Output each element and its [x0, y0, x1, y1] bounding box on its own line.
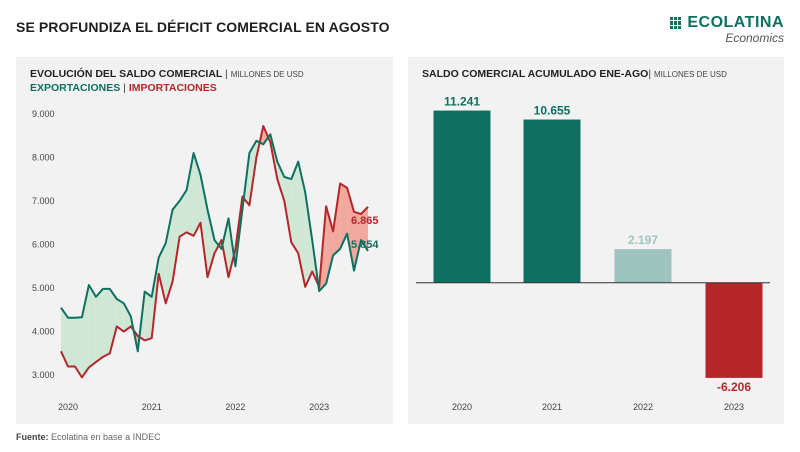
- y-tick-label: 7.000: [32, 196, 55, 206]
- surplus-area: [102, 288, 110, 357]
- surplus-area: [222, 218, 229, 278]
- logo-grid-icon: [670, 17, 682, 29]
- line-chart-title: EVOLUCIÓN DEL SALDO COMERCIAL | MILLONES…: [30, 68, 304, 80]
- bar-chart-units: MILLONES DE USD: [654, 70, 727, 79]
- y-tick-label: 4.000: [32, 327, 55, 337]
- surplus-area: [200, 174, 208, 278]
- surplus-area: [193, 153, 201, 236]
- page-title: SE PROFUNDIZA EL DÉFICIT COMERCIAL EN AG…: [16, 19, 390, 35]
- y-tick-label: 6.000: [32, 240, 55, 250]
- surplus-area: [179, 190, 187, 237]
- source-note: Fuente: Ecolatina en base a INDEC: [16, 432, 161, 442]
- import-end-label: 6.865: [351, 215, 379, 227]
- bar-chart-title: SALDO COMERCIAL ACUMULADO ENE-AGO| MILLO…: [422, 68, 727, 80]
- bar: [523, 119, 581, 283]
- surplus-area: [81, 285, 89, 378]
- surplus-area: [123, 303, 131, 332]
- surplus-area: [88, 285, 96, 368]
- surplus-area: [144, 291, 152, 341]
- surplus-area: [305, 192, 313, 287]
- logo-subtitle: Economics: [725, 31, 784, 45]
- y-tick-label: 9.000: [32, 109, 55, 119]
- surplus-area: [158, 243, 166, 304]
- bar-chart: 11.241 2020 10.655 2021 2.197 2022 -6.206 2023: [416, 95, 770, 412]
- legend-exportaciones: EXPORTACIONES: [30, 82, 121, 94]
- surplus-area: [298, 161, 306, 287]
- deficit-area: [361, 206, 368, 251]
- bar-value-label: -6.206: [717, 380, 751, 394]
- legend-importaciones: IMPORTACIONES: [128, 82, 217, 94]
- line-chart-panel: EVOLUCIÓN DEL SALDO COMERCIAL | MILLONES…: [16, 57, 393, 424]
- bar: [614, 249, 672, 283]
- x-tick-label: 2022: [633, 402, 653, 412]
- surplus-area: [186, 153, 194, 236]
- deficit-area: [354, 211, 361, 271]
- series-line: [60, 133, 369, 353]
- bar: [705, 282, 763, 378]
- surplus-area: [61, 307, 68, 367]
- x-tick-label: 2021: [142, 402, 162, 412]
- surplus-area: [207, 209, 215, 278]
- y-tick-label: 5.000: [32, 283, 55, 293]
- bar-value-label: 10.655: [534, 104, 571, 118]
- surplus-area: [109, 288, 117, 354]
- deficit-area: [340, 183, 348, 249]
- surplus-area: [291, 161, 299, 254]
- export-end-label: 5.854: [351, 239, 379, 251]
- bar: [433, 110, 491, 283]
- line-chart-units: MILLONES DE USD: [230, 70, 304, 79]
- surplus-area: [172, 200, 180, 282]
- y-tick-label: 8.000: [32, 152, 55, 162]
- surplus-area: [75, 317, 82, 378]
- surplus-area: [95, 288, 103, 363]
- y-tick-label: 3.000: [32, 370, 55, 380]
- surplus-area: [116, 299, 124, 332]
- bar-value-label: 2.197: [628, 233, 658, 247]
- x-tick-label: 2021: [542, 402, 562, 412]
- x-tick-label: 2020: [58, 402, 78, 412]
- bar-value-label: 11.241: [444, 95, 480, 109]
- x-tick-label: 2020: [452, 402, 472, 412]
- x-tick-label: 2022: [225, 402, 245, 412]
- x-tick-label: 2023: [724, 402, 744, 412]
- line-chart-legend: EXPORTACIONES | IMPORTACIONES: [30, 82, 217, 94]
- surplus-area: [277, 161, 285, 201]
- bar-chart-panel: SALDO COMERCIAL ACUMULADO ENE-AGO| MILLO…: [408, 57, 784, 424]
- brand-logo: ECOLATINA Economics: [670, 14, 784, 45]
- series-line: [60, 125, 369, 379]
- surplus-area: [165, 209, 173, 304]
- logo-name: ECOLATINA: [687, 14, 784, 31]
- x-tick-label: 2023: [309, 402, 329, 412]
- line-chart: 3.000 4.000 5.000 6.000 7.000 8.000 9.000 2020 2…: [32, 109, 379, 412]
- surplus-area: [68, 317, 75, 367]
